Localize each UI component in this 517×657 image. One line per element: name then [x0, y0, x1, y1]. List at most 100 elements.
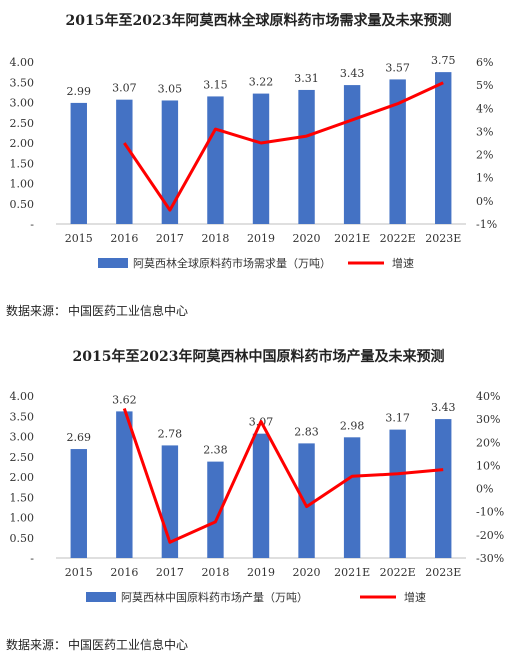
y-right-tick-label: 2% [476, 149, 493, 162]
legend-bar-swatch [98, 258, 128, 268]
growth-line [122, 408, 444, 544]
chart-2-svg: - 0.50 1.00 1.50 2.00 2.50 3.00 3.50 4.00 -30% -20… [10, 390, 505, 604]
x-tick-label: 2020 [293, 566, 321, 579]
bar [207, 461, 224, 558]
y-right-tick-label: 20% [476, 436, 500, 449]
growth-line [123, 81, 444, 212]
x-tick-label: 2022E [380, 566, 416, 579]
y-right-tick-label: 4% [476, 102, 493, 115]
legend-bar-label: 阿莫西林全球原料药市场需求量（万吨） [133, 256, 331, 270]
bar [70, 102, 87, 224]
y-right-tick-label: 1% [476, 172, 493, 185]
bar-data-label: 3.05 [158, 82, 183, 95]
data-source-text: 中国医药工业信息中心 [68, 304, 189, 318]
chart-1: 2015年至2023年阿莫西林全球原料药市场需求量及未来预测 - 0.50 1.00… [0, 0, 517, 300]
bar [389, 429, 406, 558]
data-source-text: 中国医药工业信息中心 [68, 638, 189, 652]
x-tick-label: 2020 [293, 232, 321, 245]
bar [389, 79, 406, 224]
x-tick-label: 2023E [425, 232, 461, 245]
bar-data-label: 3.43 [431, 401, 456, 414]
y-left-tick-label: 3.00 [10, 431, 35, 444]
y-left-tick-label: 1.00 [10, 178, 35, 191]
x-tick-label: 2015 [65, 232, 93, 245]
x-tick-label: 2017 [156, 566, 184, 579]
y-right-tick-label: -20% [476, 529, 504, 542]
x-tick-label: 2015 [65, 566, 93, 579]
y-left-tick-label: 3.00 [10, 97, 35, 110]
bar [161, 100, 179, 224]
bar-data-label: 2.78 [158, 427, 183, 440]
legend-line-label: 增速 [392, 256, 414, 270]
data-source-label: 数据来源： [6, 638, 67, 652]
y-right-tick-label: 5% [476, 79, 493, 92]
x-tick-label: 2018 [201, 232, 229, 245]
bar [252, 93, 270, 224]
x-tick-label: 2016 [110, 232, 138, 245]
legend-bar-swatch [86, 592, 116, 602]
bar [116, 411, 133, 558]
y-left-tick-label: 4.00 [10, 390, 35, 403]
y-left-tick-label: 1.00 [10, 512, 35, 525]
y-left-tick-label: 2.50 [10, 117, 35, 130]
y-left-tick-label: 1.50 [10, 157, 35, 170]
bar [343, 85, 361, 225]
y-right-tick-label: 0% [476, 195, 493, 208]
legend-bar-label: 阿莫西林中国原料药市场产量（万吨） [121, 590, 308, 604]
y-right-tick-label: -10% [476, 506, 504, 519]
y-right-tick-label: 6% [476, 56, 493, 69]
y-left-tick-label: 0.50 [10, 532, 35, 545]
data-source-label: 数据来源： [6, 304, 67, 318]
bar-data-label: 3.15 [203, 78, 228, 91]
y-left-tick-label: - [30, 218, 34, 231]
x-tick-label: 2022E [380, 232, 416, 245]
x-tick-label: 2021E [334, 232, 370, 245]
y-left-tick-label: 2.00 [10, 137, 35, 150]
chart-title: 2015年至2023年阿莫西林全球原料药市场需求量及未来预测 [65, 13, 452, 29]
y-left-tick-label: 4.00 [10, 56, 35, 69]
data-source-2: 数据来源： 中国医药工业信息中心 [6, 636, 190, 653]
data-source-1: 数据来源： 中国医药工业信息中心 [6, 302, 190, 319]
x-tick-label: 2018 [201, 566, 229, 579]
y-right-tick-label: -30% [476, 552, 504, 565]
legend-line-label: 增速 [404, 590, 426, 604]
y-right-tick-label: 40% [476, 390, 500, 403]
bar-data-label: 2.83 [294, 425, 319, 438]
bar-data-label: 3.57 [385, 61, 410, 74]
y-left-tick-label: 3.50 [10, 76, 35, 89]
x-tick-label: 2017 [156, 232, 184, 245]
x-tick-label: 2019 [247, 566, 275, 579]
bar [435, 419, 452, 558]
chart-2: 2015年至2023年阿莫西林中国原料药市场产量及未来预测 - 0.50 1.00 1… [0, 336, 517, 636]
bar-data-label: 3.22 [249, 76, 274, 89]
y-left-tick-label: 2.00 [10, 471, 35, 484]
bar-data-label: 3.62 [112, 393, 137, 406]
bar [298, 443, 315, 558]
bar-data-label: 2.99 [67, 85, 92, 98]
bar [298, 89, 315, 224]
bar-data-label: 3.31 [294, 72, 319, 85]
y-left-tick-label: 2.50 [10, 451, 35, 464]
y-left-tick-label: 3.50 [10, 410, 35, 423]
y-right-tick-label: 0% [476, 483, 493, 496]
bar-data-label: 2.69 [67, 431, 92, 444]
y-left-tick-label: - [30, 552, 34, 565]
bar-data-label: 3.07 [112, 82, 137, 95]
chart-1-svg: - 0.50 1.00 1.50 2.00 2.50 3.00 3.50 4.00 -1% 0% 1%… [10, 54, 498, 270]
y-right-tick-label: -1% [476, 218, 497, 231]
y-left-tick-label: 1.50 [10, 491, 35, 504]
bar [207, 96, 224, 224]
bar [343, 437, 361, 558]
bar-data-label: 3.43 [340, 67, 365, 80]
bar [116, 99, 133, 224]
bar-data-label: 2.38 [203, 444, 228, 457]
bar-data-label: 3.17 [385, 412, 410, 425]
bar-data-label: 2.98 [340, 419, 365, 432]
x-tick-label: 2019 [247, 232, 275, 245]
y-right-tick-label: 10% [476, 459, 500, 472]
bar [435, 72, 452, 224]
y-right-tick-label: 30% [476, 413, 500, 426]
x-tick-label: 2023E [425, 566, 461, 579]
bar [70, 449, 87, 558]
bar [252, 433, 270, 558]
